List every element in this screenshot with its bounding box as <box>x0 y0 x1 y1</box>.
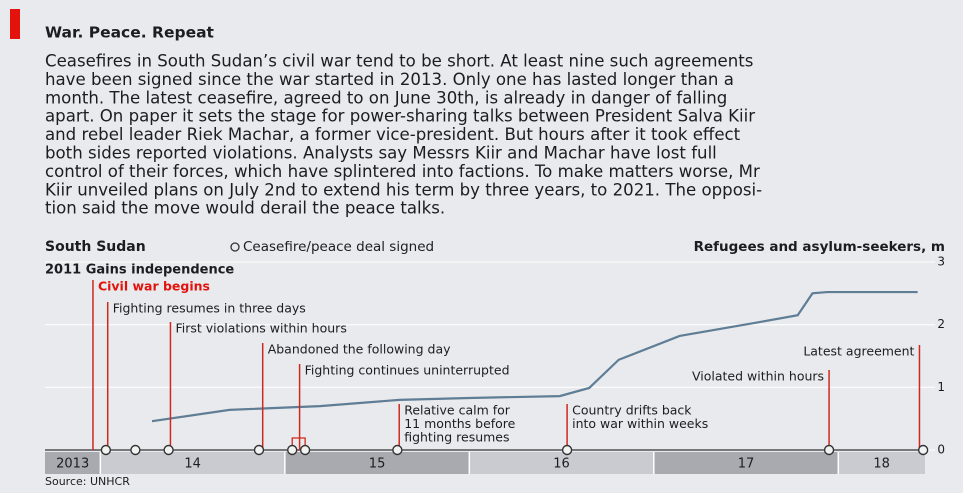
year-band <box>45 452 101 474</box>
annotation-label: Violated within hours <box>692 369 824 384</box>
accent-bar <box>10 9 20 39</box>
ceasefire-marker <box>823 444 835 456</box>
year-band <box>469 452 654 474</box>
body-text: have been signed since the war started i… <box>45 70 734 89</box>
page-title: War. Peace. Repeat <box>45 24 215 42</box>
bracket <box>291 437 306 446</box>
x-tick-label: 17 <box>738 457 755 472</box>
body-text: tion said the move would derail the peac… <box>45 199 445 218</box>
line-series <box>151 290 918 423</box>
annotation-label: Fighting resumes in three days <box>113 301 306 316</box>
body-text: apart. On paper it sets the stage for po… <box>45 107 755 126</box>
ceasefire-marker <box>100 444 112 456</box>
ceasefire-marker <box>561 444 573 456</box>
source: Source: UNHCR <box>45 475 130 488</box>
annotation-label: fighting resumes <box>404 430 509 445</box>
body-text: month. The latest ceasefire, agreed to o… <box>45 88 727 107</box>
x-tick-label: 18 <box>873 457 890 472</box>
x-tick-label: 14 <box>184 457 201 472</box>
body-text: control of their forces, which have spli… <box>45 162 760 181</box>
annotation-label: Abandoned the following day <box>268 342 451 357</box>
y-tick-label: 3 <box>937 255 945 269</box>
annotation-label: Fighting continues uninterrupted <box>305 363 510 378</box>
annotation-label: 11 months before <box>404 416 515 431</box>
year-band <box>838 452 925 474</box>
ceasefire-marker <box>163 444 174 456</box>
y-axis-label: Refugees and asylum-seekers, m <box>694 239 945 255</box>
body-text: Kiir unveiled plans on July 2nd to exten… <box>45 180 762 199</box>
year-band <box>100 452 285 474</box>
legend-marker <box>230 242 240 252</box>
annotation-label: Civil war begins <box>98 279 210 294</box>
y-tick-label: 2 <box>937 317 945 331</box>
body-text: Ceasefires in South Sudan’s civil war te… <box>45 52 753 71</box>
ceasefire-marker <box>392 444 403 456</box>
y-tick-label: 1 <box>937 380 945 394</box>
annotation-label: Latest agreement <box>803 344 914 359</box>
year-band <box>284 452 470 474</box>
y-tick-label: 0 <box>937 443 945 457</box>
ceasefire-marker <box>299 444 311 456</box>
year-band <box>653 452 839 474</box>
x-tick-label: 16 <box>553 457 570 472</box>
ceasefire-marker <box>253 444 265 456</box>
annotation-label: Country drifts back <box>572 403 692 418</box>
body-text: both sides reported violations. Analysts… <box>45 144 717 163</box>
legend-label: Ceasefire/peace deal signed <box>243 239 434 255</box>
x-tick-label: 15 <box>369 457 386 472</box>
annotation-label: into war within weeks <box>572 416 708 431</box>
ceasefire-marker <box>287 444 298 456</box>
annotation-label: Relative calm for <box>404 403 511 418</box>
ceasefire-marker <box>130 444 141 456</box>
annotation-label: First violations within hours <box>175 321 346 336</box>
ceasefire-marker <box>917 444 929 456</box>
body-text: and rebel leader Riek Machar, a former v… <box>45 125 741 144</box>
x-tick-label: 2013 <box>56 457 89 472</box>
chart-title: South Sudan <box>45 239 146 255</box>
note: 2011 Gains independence <box>45 263 234 278</box>
